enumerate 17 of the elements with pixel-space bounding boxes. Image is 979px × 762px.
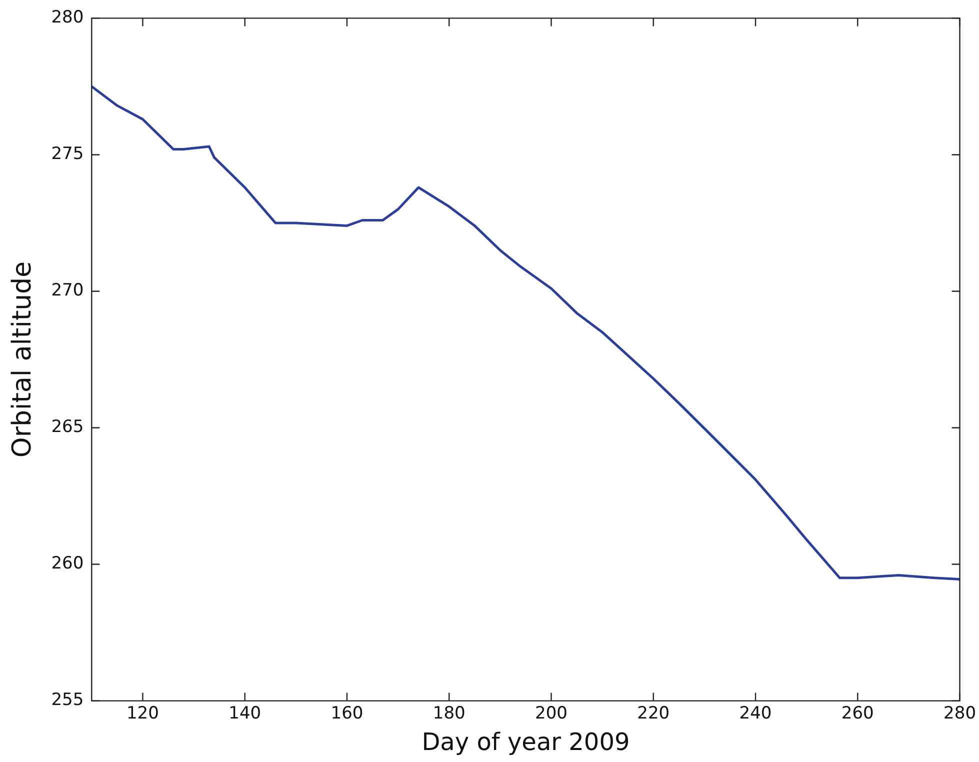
x-tick-label: 200 — [535, 703, 568, 724]
y-axis-title: Orbital altitude — [7, 261, 38, 458]
x-tick-label: 280 — [944, 703, 976, 724]
y-tick-label: 265 — [51, 417, 84, 438]
y-tick-label: 270 — [51, 280, 84, 301]
x-tick-label: 260 — [841, 703, 874, 724]
x-axis-title: Day of year 2009 — [422, 728, 630, 756]
x-tick-label: 240 — [739, 703, 772, 724]
x-tick-label: 180 — [432, 703, 466, 724]
x-tick-label: 140 — [228, 703, 262, 724]
y-tick-label: 275 — [51, 144, 84, 164]
y-tick-label: 255 — [51, 690, 84, 710]
x-tick-label: 120 — [126, 703, 159, 724]
y-tick-label: 260 — [51, 554, 84, 574]
x-tick-label: 220 — [637, 703, 670, 724]
x-tick-label: 160 — [330, 703, 364, 724]
y-tick-label: 280 — [51, 8, 84, 28]
